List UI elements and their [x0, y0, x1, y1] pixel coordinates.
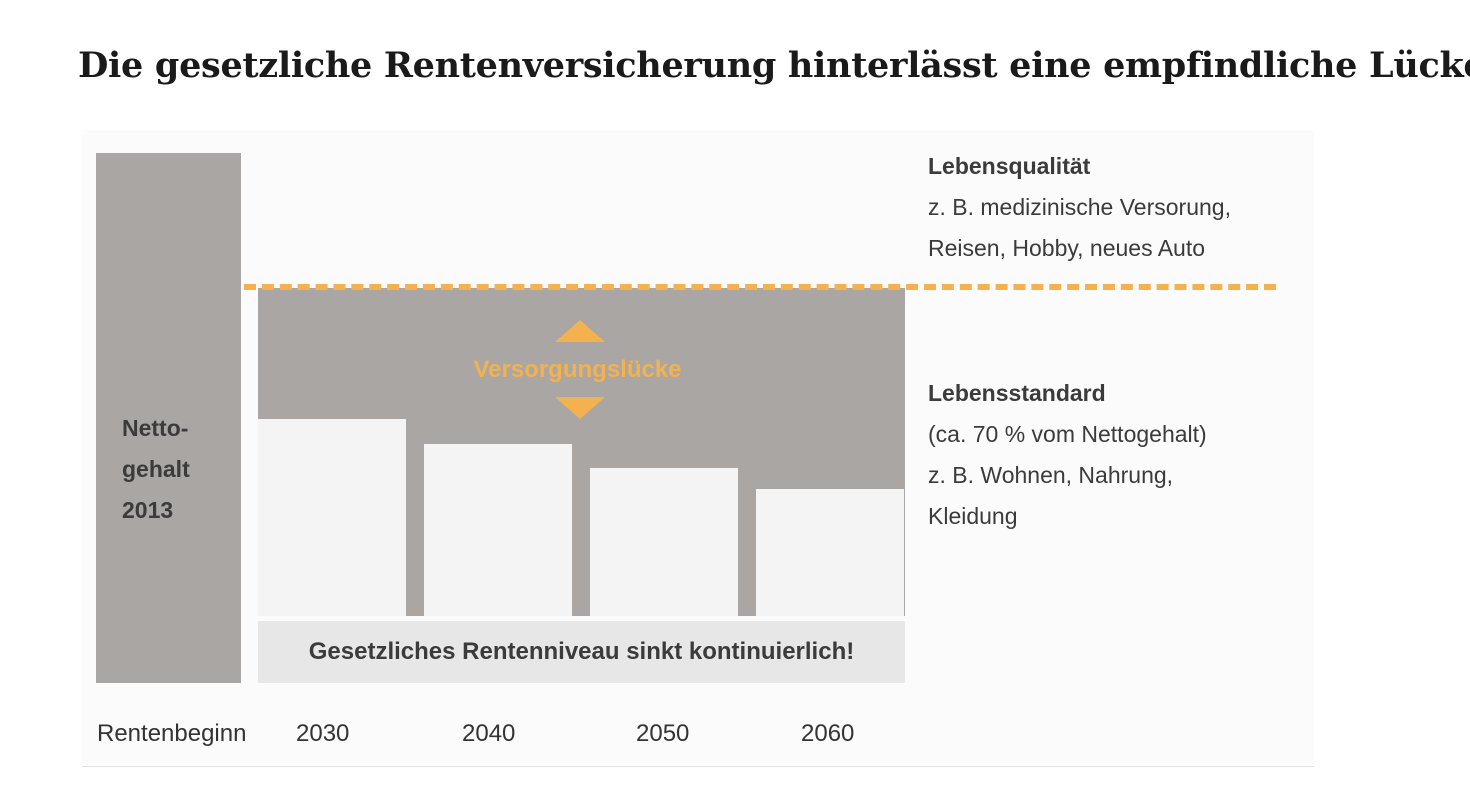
rentenniveau-caption: Gesetzliches Rentenniveau sinkt kontinui… — [258, 621, 905, 683]
versorgungsluecke-label: Versorgungslücke — [473, 356, 682, 383]
x-tick-label: 2060 — [801, 720, 855, 747]
pension-bar-2040 — [424, 444, 572, 616]
netto-gehalt-label: Netto- gehalt 2013 — [122, 415, 190, 523]
x-tick-label: 2050 — [636, 720, 690, 747]
pension-bar-2060 — [756, 489, 904, 616]
lebensstandard-line: (ca. 70 % vom Nettogehalt) — [928, 421, 1207, 447]
x-tick-label: 2040 — [462, 720, 516, 747]
arrow-down-icon — [555, 397, 605, 419]
x-axis-label: Rentenbeginn — [97, 720, 247, 747]
lebensqualitaet-line: z. B. medizinische Versorung, — [928, 194, 1231, 220]
netto-gehalt-bar — [96, 153, 241, 683]
lebensqualitaet-heading: Lebensqualität — [928, 153, 1091, 179]
lebensstandard-line: Kleidung — [928, 503, 1018, 529]
arrow-up-icon — [555, 320, 605, 342]
lebensstandard-block: Lebensstandard (ca. 70 % vom Nettogehalt… — [928, 373, 1207, 537]
lebensstandard-heading: Lebensstandard — [928, 380, 1106, 406]
x-tick-label: 2030 — [296, 720, 350, 747]
lebensstandard-dashed-line — [244, 284, 1276, 290]
pension-bar-2050 — [590, 468, 738, 616]
lebensstandard-line: z. B. Wohnen, Nahrung, — [928, 462, 1174, 488]
pension-bar-2030 — [258, 419, 406, 616]
lebensqualitaet-line: Reisen, Hobby, neues Auto — [928, 235, 1206, 261]
page-title: Die gesetzliche Rentenversicherung hinte… — [78, 45, 1470, 86]
lebensqualitaet-block: Lebensqualität z. B. medizinische Versor… — [928, 146, 1231, 269]
